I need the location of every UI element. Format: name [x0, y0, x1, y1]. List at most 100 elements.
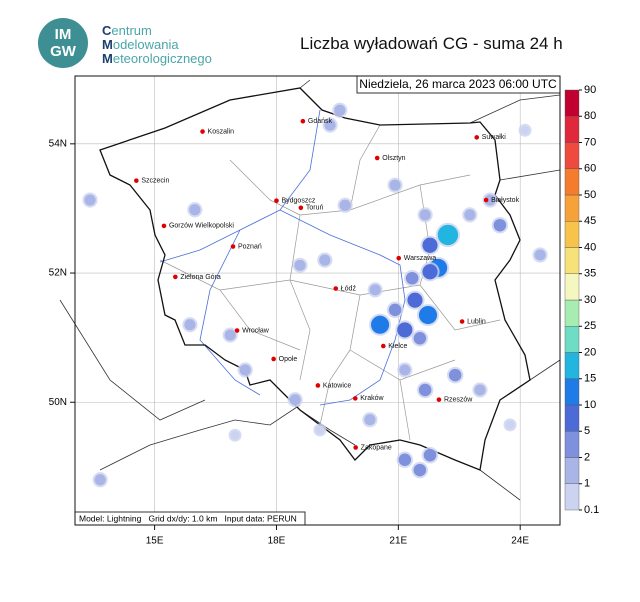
strike: [189, 204, 201, 216]
strike: [413, 332, 427, 345]
city-label: Zielona Góra: [180, 274, 221, 281]
colorbar-label: 30: [584, 294, 596, 306]
city-marker: [274, 198, 279, 203]
colorbar-label: 40: [584, 241, 596, 253]
city-marker: [374, 155, 380, 161]
x-tick-label: 15E: [146, 536, 164, 547]
colorbar-label: 15: [584, 373, 596, 385]
rivers: [159, 109, 406, 406]
strike: [413, 463, 427, 477]
city-label: Katowice: [323, 382, 352, 389]
city-label: Białystok: [491, 197, 520, 204]
colorbar-bin: [564, 404, 580, 432]
colorbar-label: 5: [584, 425, 590, 437]
colorbar-label: 35: [584, 268, 596, 280]
x-tick-label: 24E: [511, 536, 529, 547]
strike: [493, 218, 507, 232]
strike: [319, 254, 331, 266]
strike: [422, 264, 438, 280]
strike: [324, 119, 336, 131]
colorbar-bin: [564, 89, 580, 117]
city-label: Kraków: [360, 395, 384, 402]
institute-name: Centrum Modelowania Meteorologicznego: [102, 24, 212, 66]
city-label: Olsztyn: [382, 155, 405, 162]
colorbar-bin: [564, 168, 580, 196]
strike: [94, 474, 106, 486]
map-background: [75, 76, 560, 525]
city-marker: [161, 223, 167, 229]
y-tick-label: 50N: [49, 397, 67, 408]
colorbar-bin: [564, 378, 580, 406]
strike: [534, 249, 546, 261]
strike: [339, 199, 351, 211]
strike: [422, 237, 438, 253]
city-marker: [381, 343, 386, 349]
colorbar-label: 90: [584, 84, 596, 96]
colorbar-bin: [564, 483, 580, 511]
colorbar-bin: [564, 326, 580, 353]
strike: [419, 209, 431, 221]
city-marker: [483, 197, 489, 203]
city-label: Toruń: [306, 205, 324, 212]
city-marker: [315, 383, 321, 388]
strike: [484, 194, 496, 206]
city-label: Bydgoszcz: [281, 198, 315, 205]
colorbar-bin: [564, 221, 580, 248]
colorbar-label: 0.1: [584, 504, 599, 516]
colorbar-label: 1: [584, 478, 590, 490]
strike: [84, 194, 96, 206]
colorbar-bin: [564, 431, 580, 458]
logo: IM GW: [38, 18, 88, 68]
y-tick-label: 52N: [49, 268, 67, 279]
strike: [370, 315, 390, 334]
city-marker: [200, 129, 205, 134]
strike: [405, 271, 419, 285]
strike: [418, 383, 432, 397]
city-marker: [134, 178, 139, 183]
city-label: Suwałki: [482, 134, 507, 141]
colorbar-label: 70: [584, 136, 596, 148]
strike: [389, 179, 401, 191]
strike: [289, 394, 301, 406]
strike: [399, 364, 411, 376]
x-tick-label: 18E: [268, 536, 286, 547]
city-label: Kielce: [388, 343, 407, 350]
city-marker: [436, 397, 442, 402]
city-label: Zakopane: [361, 444, 392, 451]
strike: [505, 420, 515, 430]
city-label: Szczecin: [141, 178, 169, 185]
strike: [334, 104, 346, 116]
city-marker: [234, 328, 240, 333]
city-label: Gorzów Wielkopolski: [169, 223, 234, 230]
region-borders: [159, 124, 501, 441]
footer: Model: Lightning Grid dx/dy: 1.0 km Inpu…: [79, 513, 297, 523]
city-marker: [333, 286, 339, 291]
title: Liczba wyładowań CG - suma 24 h: [300, 34, 563, 53]
map-frame: [74, 75, 561, 526]
colorbar-bin: [564, 273, 580, 301]
city-label: Rzeszów: [444, 397, 473, 404]
colorbar-bin: [564, 194, 580, 222]
colorbar-label: 80: [584, 110, 596, 122]
city-label: Opole: [279, 356, 298, 363]
colorbar-bin: [564, 142, 580, 169]
strike: [448, 368, 462, 382]
strike: [294, 259, 306, 271]
colorbar-bin: [564, 247, 580, 274]
strike: [520, 125, 530, 135]
strike: [315, 425, 325, 435]
logo-text: IM: [54, 26, 72, 43]
strike: [397, 322, 413, 338]
city-label: Koszalin: [208, 128, 235, 135]
colorbar-bin: [564, 116, 580, 143]
city-label: Poznań: [238, 243, 262, 250]
colorbar-bin: [564, 352, 580, 379]
city-marker: [352, 396, 358, 401]
institute-line: Modelowania: [102, 37, 179, 52]
colorbar-label: 2: [584, 451, 590, 463]
city-marker: [300, 118, 306, 124]
city-marker: [173, 274, 178, 280]
y-tick-label: 54N: [49, 138, 67, 149]
